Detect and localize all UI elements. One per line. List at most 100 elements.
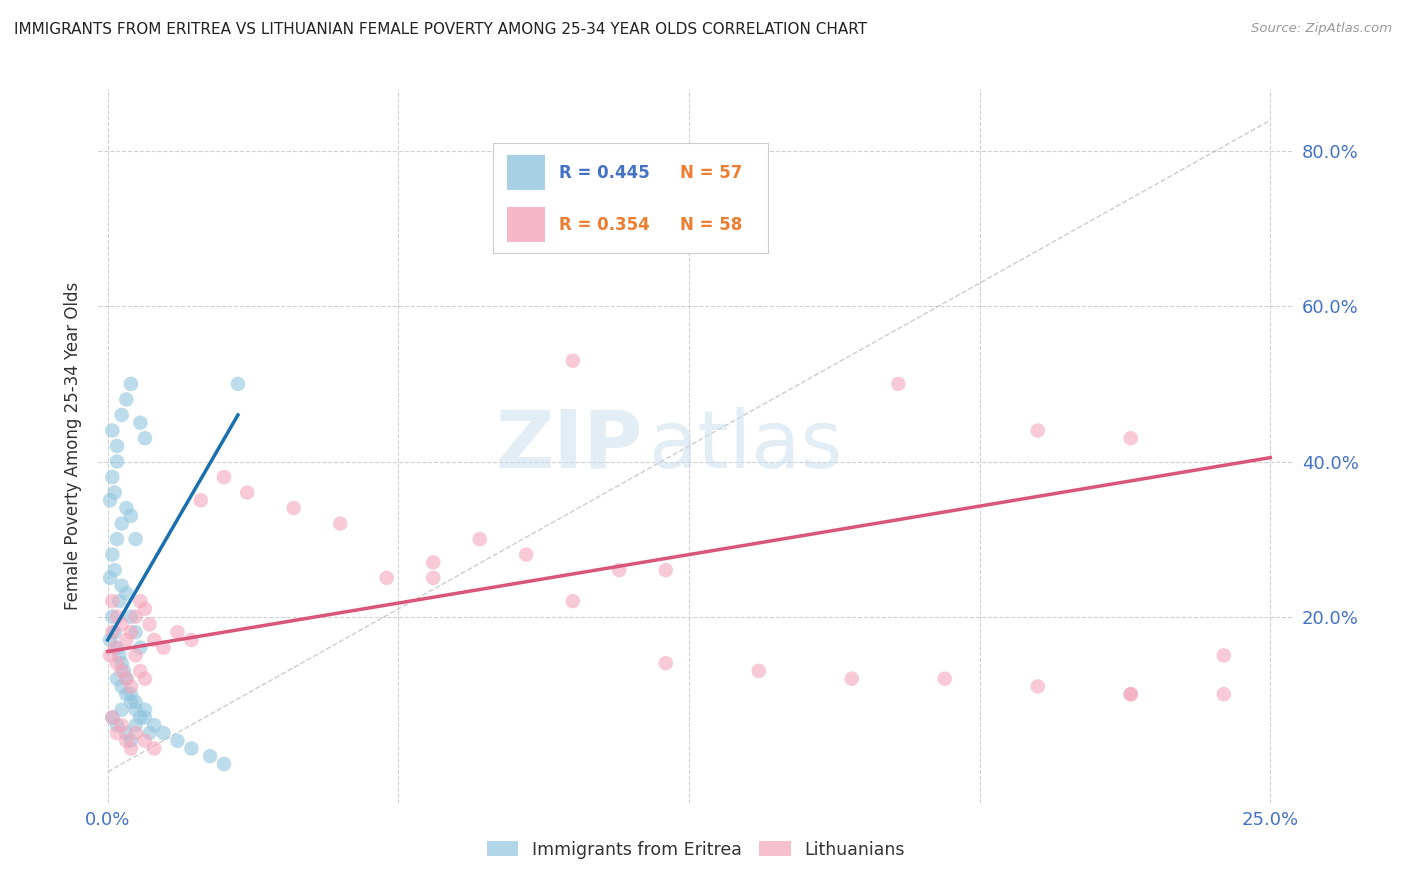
Point [111, 680, 134, 694]
Point [111, 664, 134, 678]
Point [283, 501, 305, 516]
Point [115, 632, 138, 647]
Point [198, 749, 221, 764]
Y-axis label: Female Poverty Among 25-34 Year Olds: Female Poverty Among 25-34 Year Olds [65, 282, 83, 610]
Point [105, 532, 128, 546]
Point [422, 555, 444, 569]
Text: Source: ZipAtlas.com: Source: ZipAtlas.com [1251, 22, 1392, 36]
Point [748, 664, 770, 678]
Point [104, 485, 127, 500]
Text: atlas: atlas [648, 407, 842, 485]
Point [115, 687, 138, 701]
Point [212, 757, 235, 772]
Point [115, 392, 138, 407]
Point [124, 718, 146, 732]
Point [138, 726, 160, 740]
Point [105, 656, 128, 670]
Point [166, 733, 188, 747]
Point [180, 741, 202, 756]
Point [115, 672, 138, 686]
Point [152, 726, 174, 740]
Point [98, 632, 121, 647]
Text: ZIP: ZIP [495, 407, 643, 485]
Point [236, 485, 259, 500]
Point [143, 632, 166, 647]
Point [329, 516, 352, 531]
Point [101, 625, 124, 640]
Point [101, 710, 124, 724]
Point [115, 586, 138, 600]
Point [124, 609, 146, 624]
Legend: Immigrants from Eritrea, Lithuanians: Immigrants from Eritrea, Lithuanians [479, 834, 912, 865]
Point [105, 454, 128, 468]
Point [134, 703, 156, 717]
Point [111, 579, 134, 593]
Point [120, 376, 142, 391]
Point [120, 687, 142, 701]
Point [1119, 687, 1142, 701]
Point [120, 695, 142, 709]
Point [105, 640, 128, 655]
Point [1212, 648, 1234, 663]
Point [120, 609, 142, 624]
Point [468, 532, 491, 546]
Point [120, 741, 142, 756]
Point [104, 640, 127, 655]
Point [166, 625, 188, 640]
Point [134, 431, 156, 445]
Point [101, 470, 124, 484]
Point [561, 353, 583, 368]
Point [120, 733, 142, 747]
Point [375, 571, 398, 585]
Point [129, 594, 152, 608]
Point [111, 617, 134, 632]
Point [104, 625, 127, 640]
Point [111, 718, 134, 732]
Point [115, 726, 138, 740]
Point [1119, 687, 1142, 701]
Point [180, 632, 202, 647]
Point [111, 703, 134, 717]
Point [134, 672, 156, 686]
Point [1026, 680, 1049, 694]
Point [129, 416, 152, 430]
Point [1119, 431, 1142, 445]
Point [129, 710, 152, 724]
Point [124, 726, 146, 740]
Point [105, 718, 128, 732]
Point [422, 571, 444, 585]
Point [702, 237, 724, 252]
Point [101, 710, 124, 724]
Point [124, 648, 146, 663]
Point [190, 493, 212, 508]
Point [120, 680, 142, 694]
Point [120, 508, 142, 523]
Point [104, 563, 127, 577]
Point [124, 625, 146, 640]
Point [115, 733, 138, 747]
Point [105, 726, 128, 740]
Point [115, 501, 138, 516]
Point [561, 594, 583, 608]
Point [101, 609, 124, 624]
Point [607, 563, 630, 577]
Point [108, 648, 131, 663]
Point [1212, 687, 1234, 701]
Point [98, 648, 121, 663]
Point [134, 710, 156, 724]
Point [111, 408, 134, 422]
Point [134, 733, 156, 747]
Text: IMMIGRANTS FROM ERITREA VS LITHUANIAN FEMALE POVERTY AMONG 25-34 YEAR OLDS CORRE: IMMIGRANTS FROM ERITREA VS LITHUANIAN FE… [14, 22, 868, 37]
Point [101, 424, 124, 438]
Point [124, 532, 146, 546]
Point [143, 718, 166, 732]
Point [134, 602, 156, 616]
Point [105, 672, 128, 686]
Point [887, 376, 910, 391]
Point [124, 695, 146, 709]
Point [115, 672, 138, 686]
Point [212, 470, 235, 484]
Point [515, 548, 537, 562]
Point [101, 548, 124, 562]
Point [129, 640, 152, 655]
